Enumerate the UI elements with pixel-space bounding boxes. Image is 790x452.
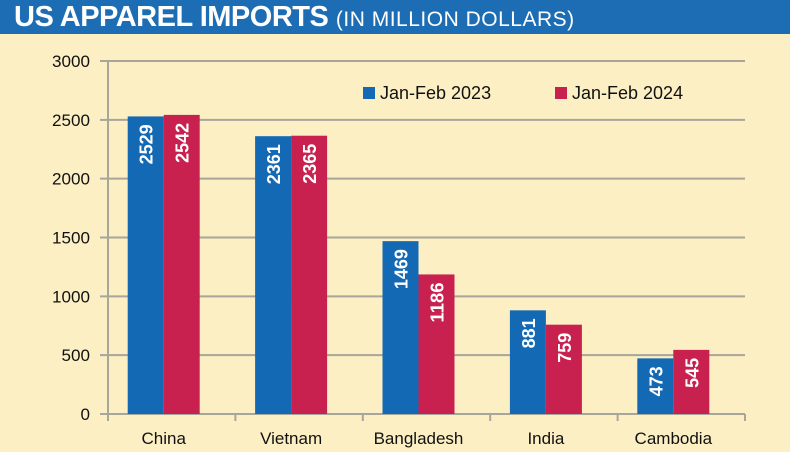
data-label: 1469 (392, 249, 412, 289)
bar (509, 310, 546, 414)
chart-title: US APPAREL IMPORTS (IN MILLION DOLLARS) (14, 1, 575, 34)
bar (418, 274, 455, 414)
x-tick-label: India (527, 429, 564, 448)
bar (637, 358, 674, 414)
data-label: 759 (555, 333, 575, 363)
y-tick-label: 3000 (52, 52, 90, 71)
bar (545, 324, 582, 414)
bar (255, 136, 292, 414)
y-tick-label: 1000 (52, 287, 90, 306)
bar (127, 116, 164, 415)
bar (673, 349, 710, 414)
data-label: 2529 (137, 124, 157, 164)
data-label: 473 (646, 366, 666, 396)
legend-label: Jan-Feb 2024 (572, 83, 683, 103)
data-label: 2542 (173, 123, 193, 163)
data-label: 545 (682, 358, 702, 388)
y-tick-label: 1500 (52, 229, 90, 248)
y-tick-label: 500 (62, 346, 91, 365)
x-tick-label: China (141, 429, 186, 448)
y-tick-label: 2500 (52, 111, 90, 130)
x-tick-label: Cambodia (635, 429, 713, 448)
data-label: 1186 (428, 282, 448, 322)
data-label: 881 (519, 318, 539, 348)
y-tick-label: 0 (81, 405, 91, 424)
bar (291, 135, 328, 415)
data-label: 2361 (264, 144, 284, 184)
x-tick-label: Bangladesh (374, 429, 464, 448)
bar (382, 241, 419, 414)
x-tick-label: Vietnam (260, 429, 322, 448)
title-bar: US APPAREL IMPORTS (IN MILLION DOLLARS) (0, 0, 790, 34)
bar (163, 114, 200, 415)
legend-swatch (555, 87, 567, 99)
y-tick-label: 2000 (52, 170, 90, 189)
data-label: 2365 (300, 144, 320, 184)
title-text: US APPAREL IMPORTS (14, 1, 329, 33)
legend-label: Jan-Feb 2023 (380, 83, 491, 103)
legend-swatch (363, 87, 375, 99)
chart-subtitle: (IN MILLION DOLLARS) (335, 8, 575, 31)
